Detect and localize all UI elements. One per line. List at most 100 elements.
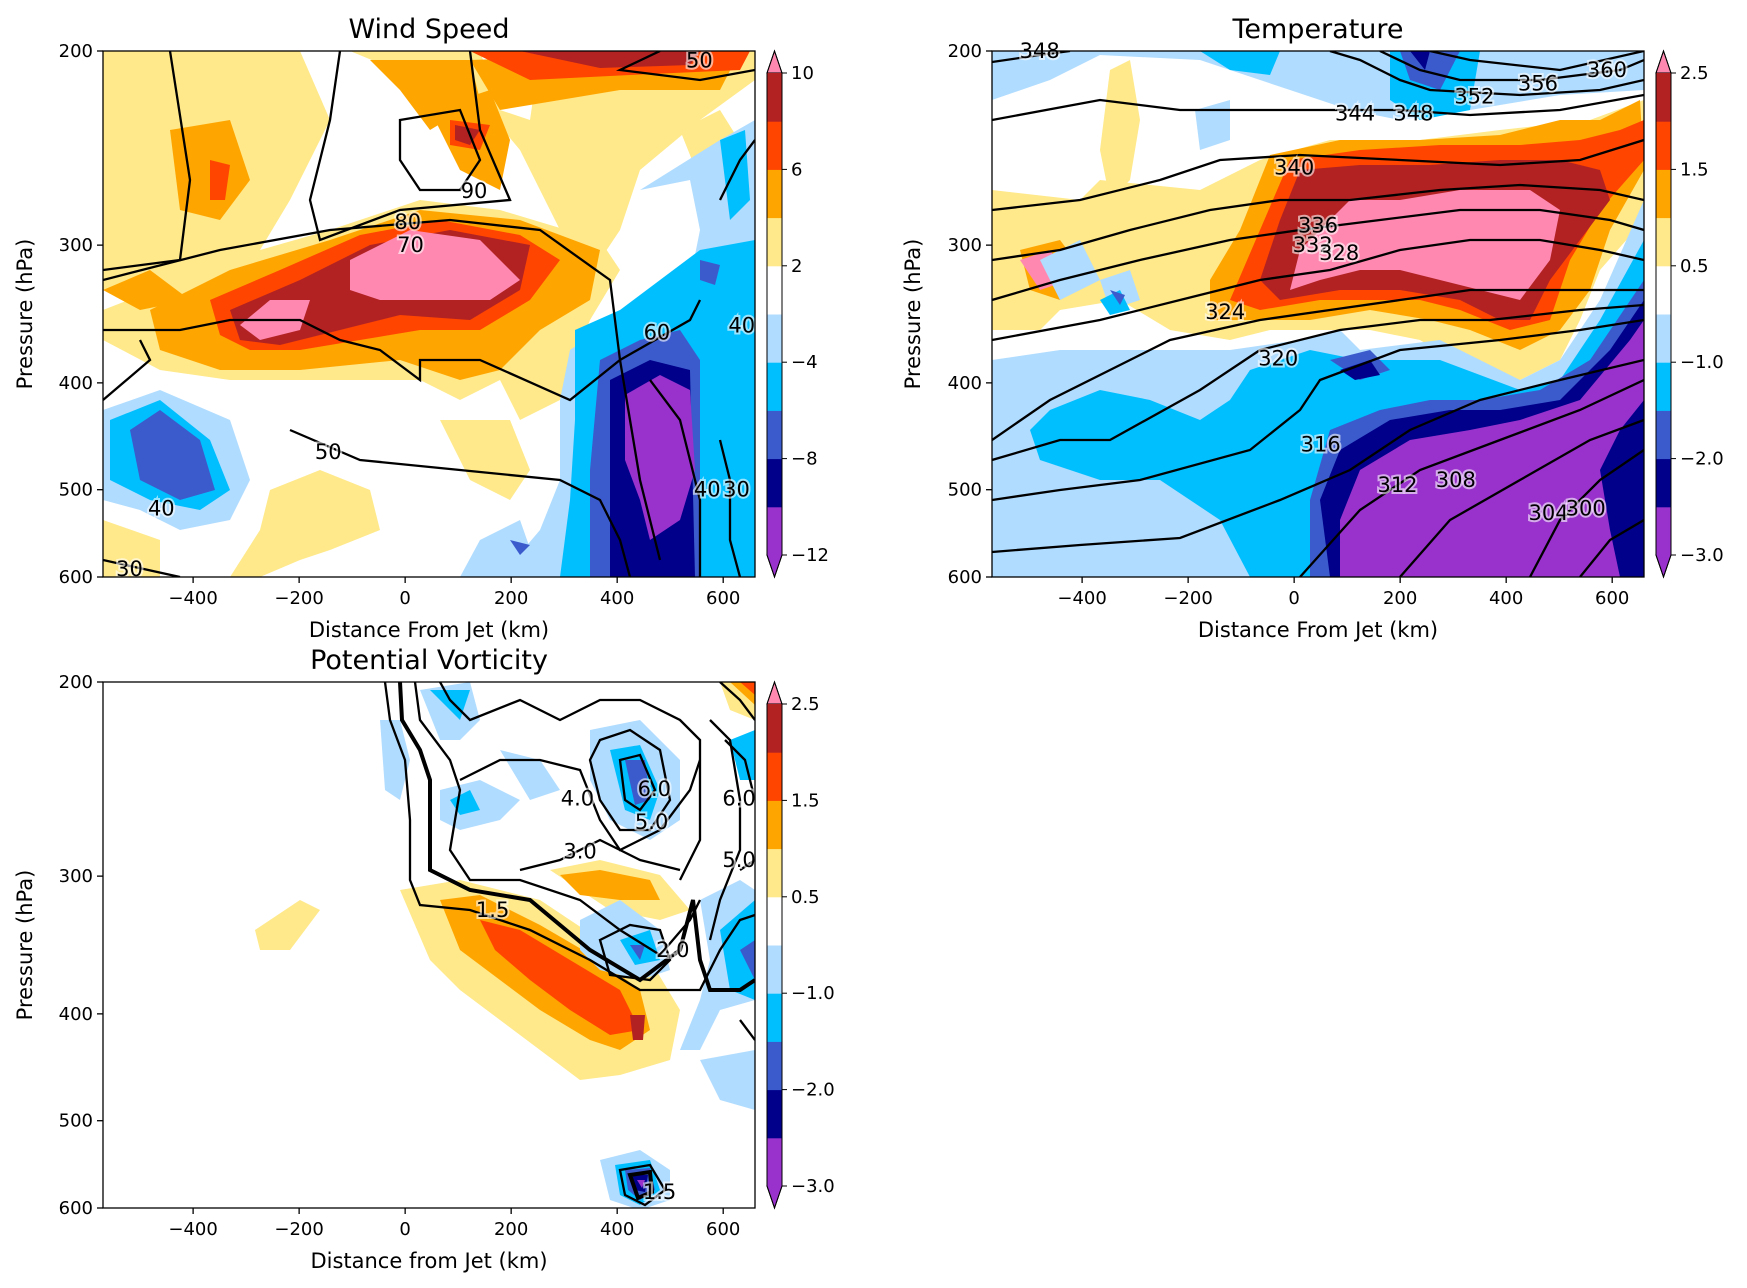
contour-label: 6.0 bbox=[638, 777, 671, 801]
colorbar-segment bbox=[1656, 121, 1671, 170]
colorbar-segment bbox=[767, 1041, 782, 1091]
x-tick-label: 600 bbox=[706, 1219, 740, 1240]
contour-label: 1.5 bbox=[643, 1180, 676, 1204]
colorbar-extend-min bbox=[1655, 554, 1672, 579]
contour-label: 4.0 bbox=[561, 786, 594, 810]
colorbar-tick-label: 2 bbox=[791, 256, 802, 277]
y-axis: 200 300 400 500 600 bbox=[59, 672, 103, 1219]
panel-temperature: Temperature bbox=[901, 14, 1724, 642]
contour-label: 356 bbox=[1518, 71, 1558, 95]
contour-label: 70 bbox=[397, 233, 424, 257]
x-tick-label: 200 bbox=[1383, 588, 1417, 609]
filled-contours bbox=[103, 51, 755, 577]
colorbar-tick-label: −12 bbox=[791, 545, 829, 566]
colorbar-extend-min bbox=[766, 1185, 783, 1210]
colorbar-tick-label: 2.5 bbox=[791, 694, 820, 715]
y-tick-label: 200 bbox=[948, 41, 982, 62]
colorbar-extend-max bbox=[766, 49, 783, 74]
x-tick-label: −400 bbox=[168, 1219, 217, 1240]
line-contours bbox=[383, 682, 755, 1207]
panel-title: Wind Speed bbox=[348, 14, 509, 45]
contour-label: 50 bbox=[686, 48, 713, 72]
colorbar-segment bbox=[767, 752, 782, 801]
contour-label: 1.5 bbox=[476, 898, 509, 922]
x-tick-label: 200 bbox=[494, 1219, 528, 1240]
colorbar-segment bbox=[767, 121, 782, 170]
plot-area-frame bbox=[102, 681, 756, 1209]
x-axis: −400 −200 0 200 400 600 bbox=[168, 577, 740, 609]
x-tick-label: −200 bbox=[1163, 588, 1212, 609]
colorbar-segment bbox=[767, 800, 782, 850]
y-axis-label: Pressure (hPa) bbox=[901, 239, 925, 390]
colorbar-tick-label: 6 bbox=[791, 159, 802, 180]
colorbar-tick-label: 2.5 bbox=[1680, 63, 1709, 84]
colorbar-tick-label: 0.5 bbox=[791, 887, 820, 908]
colorbar-segment bbox=[1656, 458, 1671, 508]
plot-area-frame bbox=[102, 50, 756, 578]
x-tick-label: 200 bbox=[494, 588, 528, 609]
contour-label: 336 bbox=[1298, 214, 1338, 238]
colorbar-tick-label: −8 bbox=[791, 449, 818, 470]
contour-label: 5.0 bbox=[635, 810, 668, 834]
contour-label: 50 bbox=[315, 440, 342, 464]
colorbar-tick-label: −3.0 bbox=[791, 1176, 835, 1197]
colorbar-segment bbox=[767, 1137, 782, 1187]
colorbar: 2.5 1.5 0.5 −1.0 −2.0 −3.0 bbox=[1655, 49, 1724, 579]
y-tick-label: 400 bbox=[59, 1004, 93, 1025]
panel-wind-speed: Wind Speed bbox=[13, 14, 829, 642]
colorbar-segment bbox=[767, 265, 782, 315]
y-tick-label: 300 bbox=[59, 866, 93, 887]
contour-label: 3.0 bbox=[563, 840, 596, 864]
y-tick-label: 300 bbox=[948, 235, 982, 256]
contour-label: 40 bbox=[728, 314, 755, 338]
contour-label: 316 bbox=[1301, 433, 1341, 457]
panel-potential-vorticity: Potential Vorticity bbox=[13, 645, 835, 1273]
y-tick-label: 500 bbox=[59, 480, 93, 501]
y-tick-label: 300 bbox=[59, 235, 93, 256]
colorbar-segment bbox=[1656, 506, 1671, 556]
y-tick-label: 400 bbox=[59, 373, 93, 394]
contour-label: 312 bbox=[1377, 473, 1417, 497]
y-tick-label: 500 bbox=[59, 1111, 93, 1132]
colorbar-segment bbox=[1656, 410, 1671, 460]
y-tick-label: 600 bbox=[59, 1198, 93, 1219]
colorbar-tick-label: 10 bbox=[791, 63, 814, 84]
colorbar-tick-label: −4 bbox=[791, 352, 818, 373]
colorbar-segment bbox=[767, 993, 782, 1042]
x-tick-label: −400 bbox=[168, 588, 217, 609]
colorbar-segment bbox=[767, 506, 782, 556]
x-tick-label: 0 bbox=[399, 588, 410, 609]
colorbar-segment bbox=[767, 896, 782, 946]
contour-label: 352 bbox=[1454, 85, 1494, 109]
contour-label: 6.0 bbox=[722, 786, 755, 810]
contour-label: 2.0 bbox=[656, 938, 689, 962]
colorbar-segment bbox=[1656, 169, 1671, 219]
contour-label: 320 bbox=[1258, 346, 1298, 370]
colorbar-segment bbox=[767, 362, 782, 411]
colorbar-tick-label: −3.0 bbox=[1680, 545, 1724, 566]
colorbar-extend-max bbox=[766, 680, 783, 705]
contour-label: 30 bbox=[723, 478, 750, 502]
panel-title: Temperature bbox=[1231, 14, 1403, 45]
panel-title: Potential Vorticity bbox=[310, 645, 548, 676]
contour-label: 332 bbox=[1293, 233, 1333, 257]
colorbar-tick-label: 1.5 bbox=[1680, 159, 1709, 180]
y-axis-label: Pressure (hPa) bbox=[13, 239, 37, 390]
x-axis-label: Distance from Jet (km) bbox=[310, 1249, 547, 1273]
contour-label: 5.0 bbox=[722, 848, 755, 872]
y-axis: 200 300 400 500 600 bbox=[59, 41, 103, 588]
x-tick-label: 600 bbox=[1595, 588, 1629, 609]
x-tick-label: 0 bbox=[399, 1219, 410, 1240]
colorbar-segment bbox=[767, 704, 782, 753]
contour-label: 360 bbox=[1587, 58, 1627, 82]
x-axis-label: Distance From Jet (km) bbox=[1198, 618, 1438, 642]
x-axis-label: Distance From Jet (km) bbox=[309, 618, 549, 642]
colorbar-segment bbox=[767, 848, 782, 898]
y-tick-label: 200 bbox=[59, 672, 93, 693]
x-tick-label: 400 bbox=[600, 588, 634, 609]
colorbar-tick-label: −1.0 bbox=[791, 983, 835, 1004]
x-axis: −400 −200 0 200 400 600 bbox=[168, 1208, 740, 1240]
